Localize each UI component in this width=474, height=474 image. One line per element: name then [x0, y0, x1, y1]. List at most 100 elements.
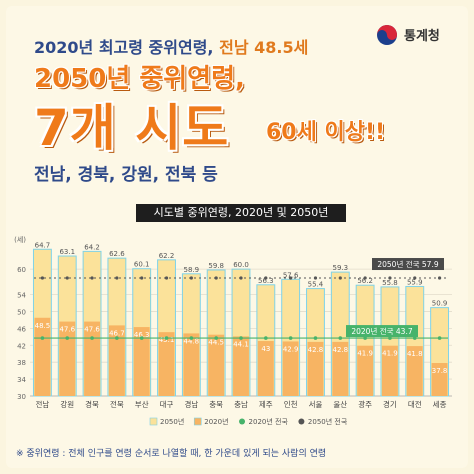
legend-label: 2050년: [160, 417, 184, 426]
data-label-2050: 62.6: [109, 250, 125, 258]
data-label-2020: 44.5: [208, 339, 224, 347]
bar-2020: [158, 332, 175, 396]
x-tick-label: 강원: [60, 399, 74, 409]
data-label-2050: 55.8: [382, 279, 398, 287]
reference-marker-2020: [338, 336, 343, 340]
data-label-2050: 64.7: [35, 241, 51, 249]
reference-marker-2020: [264, 336, 268, 340]
headline-line4: 전남, 경북, 강원, 전북 등: [34, 165, 218, 185]
headline-line2: 2050년 중위연령,: [34, 64, 245, 94]
data-label-2050: 60.0: [233, 261, 249, 269]
bar-2020: [84, 321, 100, 396]
reference-marker-2050: [264, 276, 268, 280]
reference-marker-2020: [65, 336, 70, 340]
data-label-2020: 41.9: [357, 350, 373, 358]
data-label-2020: 47.6: [59, 326, 75, 334]
bar-2020: [332, 341, 349, 396]
data-label-2020: 48.5: [35, 322, 51, 330]
reference-marker-2050: [413, 276, 417, 280]
reference-marker-2050: [65, 276, 69, 280]
x-tick-label: 충남: [234, 400, 248, 409]
data-label-2020: 45.1: [159, 336, 175, 344]
bar-2020: [34, 317, 51, 396]
y-tick-label: 50: [17, 308, 26, 316]
data-label-2050: 63.1: [59, 248, 75, 256]
bar-2020: [208, 334, 225, 396]
data-label-2020: 42.8: [332, 346, 348, 354]
bar-2020: [282, 341, 299, 396]
data-label-2050: 56.2: [357, 277, 373, 285]
data-label-2050: 59.8: [208, 262, 224, 270]
reference-marker-2020: [90, 336, 94, 340]
x-tick-label: 전남: [36, 399, 50, 409]
reference-label-2050: 2050년 전국 57.9: [377, 259, 438, 269]
bar-2020: [59, 321, 76, 396]
legend-label: 2020년 전국: [249, 417, 289, 426]
chart-title: 시도별 중위연령, 2020년 및 2050년: [136, 204, 346, 222]
data-label-2020: 42.9: [283, 345, 299, 353]
x-tick-label: 경북: [85, 399, 99, 409]
reference-marker-2050: [164, 276, 169, 280]
data-label-2050: 50.9: [432, 300, 448, 308]
data-label-2050: 60.1: [134, 261, 150, 269]
bar-2020: [382, 345, 398, 396]
reference-marker-2050: [363, 276, 367, 280]
y-tick-label: 30: [17, 393, 26, 401]
legend-label: 2020년: [204, 417, 228, 426]
bar-2020: [108, 325, 125, 396]
reference-marker-2050: [437, 276, 442, 280]
taegeuk-logo-icon: [377, 25, 397, 45]
data-label-2020: 43: [261, 345, 270, 353]
data-label-2050: 55.4: [308, 281, 324, 289]
reference-marker-2020: [288, 336, 293, 340]
x-tick-label: 경기: [383, 399, 397, 409]
reference-marker-2020: [115, 336, 119, 340]
legend-label: 2050년 전국: [308, 417, 348, 426]
data-label-2020: 47.6: [84, 326, 100, 334]
data-label-2050: 55.9: [407, 278, 423, 286]
data-label-2050: 62.2: [159, 252, 175, 260]
bar-2020: [357, 345, 374, 396]
reference-marker-2020: [363, 336, 367, 340]
headline-line3: 7개 시도: [34, 99, 230, 157]
reference-marker-2050: [289, 276, 293, 280]
x-tick-label: 충북: [209, 400, 223, 409]
reference-marker-2020: [164, 336, 169, 340]
x-tick-label: 제주: [259, 400, 273, 409]
x-tick-label: 서울: [309, 400, 323, 409]
x-tick-label: 부산: [135, 399, 149, 409]
reference-marker-2020: [313, 336, 318, 340]
reference-marker-2020: [239, 336, 243, 340]
data-label-2020: 37.8: [432, 367, 448, 375]
reference-marker-2050: [189, 276, 193, 280]
data-label-2020: 41.8: [407, 350, 423, 358]
x-tick-label: 대구: [160, 400, 174, 409]
x-tick-label: 세종: [433, 400, 447, 409]
data-label-2050: 58.9: [184, 266, 200, 274]
bar-2020: [133, 327, 150, 396]
headline-line1-highlight: 전남 48.5세: [219, 38, 309, 57]
reference-marker-2050: [115, 276, 119, 280]
x-tick-label: 광주: [358, 399, 372, 409]
x-tick-label: 대전: [408, 399, 422, 409]
reference-marker-2020: [437, 336, 442, 340]
reference-marker-2020: [139, 336, 144, 340]
bar-2020: [431, 363, 448, 396]
x-tick-label: 인천: [284, 399, 298, 409]
statistics-korea-logo: 통계청: [376, 22, 466, 48]
bar-2020: [257, 341, 274, 396]
y-tick-label: 54: [17, 292, 26, 300]
y-tick-label: 42: [17, 342, 26, 350]
logo-text: 통계청: [404, 29, 440, 44]
reference-label-2020: 2020년 전국 43.7: [351, 326, 412, 336]
data-label-2020: 46.3: [134, 331, 150, 339]
data-label-2020: 44.8: [184, 337, 200, 345]
legend-swatch: [239, 418, 246, 425]
reference-label-box-2050: [372, 258, 444, 271]
legend-swatch: [149, 417, 158, 426]
reference-marker-2050: [214, 276, 218, 280]
reference-marker-2020: [388, 336, 392, 340]
x-tick-label: 울산: [333, 399, 347, 409]
data-label-2050: 56.3: [258, 277, 274, 285]
